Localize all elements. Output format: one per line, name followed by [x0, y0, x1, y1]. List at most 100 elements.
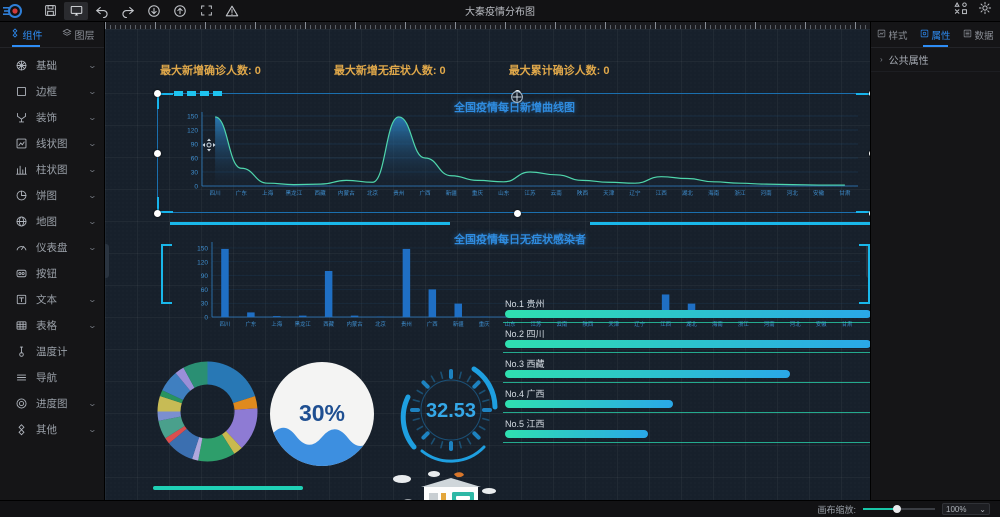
chevron-down-icon[interactable]: ⌄ — [87, 216, 98, 226]
ranking-row[interactable]: No.4 广西 — [503, 387, 870, 417]
ranking-label: No.3 西藏 — [505, 359, 545, 369]
zoom-slider-fill — [863, 508, 897, 510]
ranking-row[interactable]: No.5 江西 — [503, 417, 870, 447]
sidebar-item-bar-chart[interactable]: 柱状图 ⌄ — [0, 156, 104, 182]
svg-text:江西: 江西 — [660, 321, 671, 328]
selection-handle-tl[interactable] — [154, 90, 161, 97]
sidebar-item-border[interactable]: 边框 ⌄ — [0, 78, 104, 104]
tab-property[interactable]: 属性 — [914, 22, 957, 47]
sidebar-item-progress[interactable]: 进度图 ⌄ — [0, 390, 104, 416]
ranking-bar — [505, 370, 791, 378]
design-canvas[interactable]: chevron-left-icon‹ › 最大新增确诊人数: 0最大新增无症状人… — [105, 29, 870, 500]
tab-data[interactable]: 数据 — [957, 22, 1000, 47]
tab-components-label: 组件 — [22, 31, 43, 42]
shapes-icon[interactable] — [954, 1, 968, 20]
rotate-handle-icon[interactable] — [509, 89, 525, 105]
chevron-down-icon[interactable]: ⌄ — [87, 398, 98, 408]
line-chart-widget[interactable]: 全国疫情每日新增曲线图 0 30 60 90 120 150 四川 广东 上海 黑龙江 西藏 内蒙古 北… — [157, 91, 870, 213]
selection-handle-br[interactable] — [869, 210, 870, 217]
import-button[interactable] — [142, 2, 166, 20]
svg-text:陕西: 陕西 — [577, 189, 589, 197]
bar-widget-decor-right — [590, 222, 870, 225]
sidebar-item-label: 基础 — [36, 59, 57, 72]
sidebar-item-button[interactable]: 按钮 — [0, 260, 104, 286]
sidebar-item-gauge[interactable]: 仪表盘 ⌄ — [0, 234, 104, 260]
sidebar-item-decoration[interactable]: 装饰 ⌄ — [0, 104, 104, 130]
svg-text:海南: 海南 — [712, 320, 723, 328]
ranking-divider — [503, 322, 870, 323]
svg-text:北京: 北京 — [367, 189, 379, 197]
sidebar-item-map[interactable]: 地图 ⌄ — [0, 208, 104, 234]
water-progress-value: 30% — [299, 400, 345, 426]
zoom-slider[interactable] — [863, 505, 935, 514]
collapse-left-button[interactable]: chevron-left-icon‹ — [105, 244, 109, 278]
chevron-down-icon[interactable]: ⌄ — [87, 320, 98, 330]
left-panel-tabs: 组件 图层 — [0, 22, 104, 48]
stat-1: 最大新增无症状人数: 0 — [333, 65, 446, 77]
sidebar-item-pie-chart[interactable]: 饼图 ⌄ — [0, 182, 104, 208]
gear-icon[interactable] — [978, 1, 992, 20]
zoom-slider-knob[interactable] — [893, 505, 901, 513]
svg-text:四川: 四川 — [220, 321, 231, 328]
tab-layers[interactable]: 图层 — [52, 22, 104, 47]
preview-button[interactable] — [64, 1, 88, 20]
line-chart-svg: 0 30 60 90 120 150 四川 广东 上海 黑龙江 西藏 内蒙古 北京 贵州 广西 新疆 重庆 山东 江… — [187, 112, 858, 197]
water-wave-progress[interactable]: 30% — [267, 359, 377, 469]
zoom-select[interactable]: 100% ⌄ — [942, 503, 990, 515]
selection-handle-tr[interactable] — [869, 90, 870, 97]
tab-style[interactable]: 样式 — [871, 22, 914, 47]
warning-triangle-button[interactable] — [220, 2, 244, 20]
stat-0: 最大新增确诊人数: 0 — [160, 65, 261, 77]
save-button[interactable] — [38, 2, 62, 20]
ranking-label: No.4 广西 — [505, 389, 545, 399]
redo-button[interactable] — [116, 2, 140, 20]
move-handle-icon[interactable] — [201, 137, 217, 153]
style-icon — [877, 29, 886, 41]
property-icon — [920, 29, 929, 41]
ranking-row[interactable]: No.1 贵州 — [503, 297, 870, 327]
fullscreen-button[interactable] — [194, 2, 218, 20]
selection-handle-bl[interactable] — [154, 210, 161, 217]
selection-handle-bc[interactable] — [514, 210, 521, 217]
export-button[interactable] — [168, 2, 192, 20]
sidebar-item-text[interactable]: 文本 ⌄ — [0, 286, 104, 312]
sidebar-item-label: 边框 — [36, 85, 57, 98]
gauge-widget[interactable]: 32.53 — [396, 355, 506, 467]
donut-chart[interactable] — [150, 354, 265, 469]
ranking-divider — [503, 352, 870, 353]
app-logo-icon[interactable] — [0, 0, 26, 22]
chevron-down-icon[interactable]: ⌄ — [87, 190, 98, 200]
chevron-down-icon[interactable]: ⌄ — [87, 112, 98, 122]
chevron-down-icon[interactable]: ⌄ — [87, 424, 98, 434]
selection-handle-ml[interactable] — [154, 150, 161, 157]
chevron-down-icon[interactable]: ⌄ — [87, 164, 98, 174]
line-chart-title: 全国疫情每日新增曲线图 — [454, 102, 575, 114]
undo-button[interactable] — [90, 2, 114, 20]
bar-widget-decor-left — [170, 222, 450, 225]
chevron-down-icon[interactable]: ⌄ — [87, 138, 98, 148]
sidebar-item-line-chart[interactable]: 线状图 ⌄ — [0, 130, 104, 156]
tab-layers-label: 图层 — [74, 31, 95, 42]
bar-chart-widget[interactable]: 全国疫情每日无症状感染者 0 30 60 90 120 150 四川 广东 上海 黑龙江 西藏 内蒙古… — [170, 222, 870, 334]
ranking-row[interactable]: No.3 西藏 — [503, 357, 870, 387]
sidebar-item-thermometer[interactable]: 温度计 — [0, 338, 104, 364]
chevron-down-icon[interactable]: ⌄ — [87, 294, 98, 304]
sidebar-item-basic[interactable]: 基础 ⌄ — [0, 52, 104, 78]
tab-components[interactable]: 组件 — [0, 22, 52, 47]
chevron-down-icon[interactable]: ⌄ — [87, 242, 98, 252]
sidebar-item-label: 饼图 — [36, 189, 57, 202]
svg-text:安徽: 安徽 — [813, 189, 825, 197]
chevron-down-icon[interactable]: ⌄ — [87, 60, 98, 70]
sidebar-item-nav-menu[interactable]: 导航 — [0, 364, 104, 390]
sidebar-item-other[interactable]: 其他 ⌄ — [0, 416, 104, 442]
selection-handle-mr[interactable] — [869, 150, 870, 157]
svg-text:海南: 海南 — [708, 189, 720, 197]
chevron-down-icon[interactable]: ⌄ — [87, 86, 98, 96]
section-public-properties[interactable]: › 公共属性 — [871, 48, 1000, 72]
svg-text:河北: 河北 — [787, 189, 799, 197]
svg-text:贵州: 贵州 — [393, 189, 404, 197]
sidebar-item-table[interactable]: 表格 ⌄ — [0, 312, 104, 338]
ranking-row[interactable]: No.2 四川 — [503, 327, 870, 357]
section-public-properties-label: 公共属性 — [888, 56, 929, 67]
canvas-texture — [105, 29, 870, 500]
